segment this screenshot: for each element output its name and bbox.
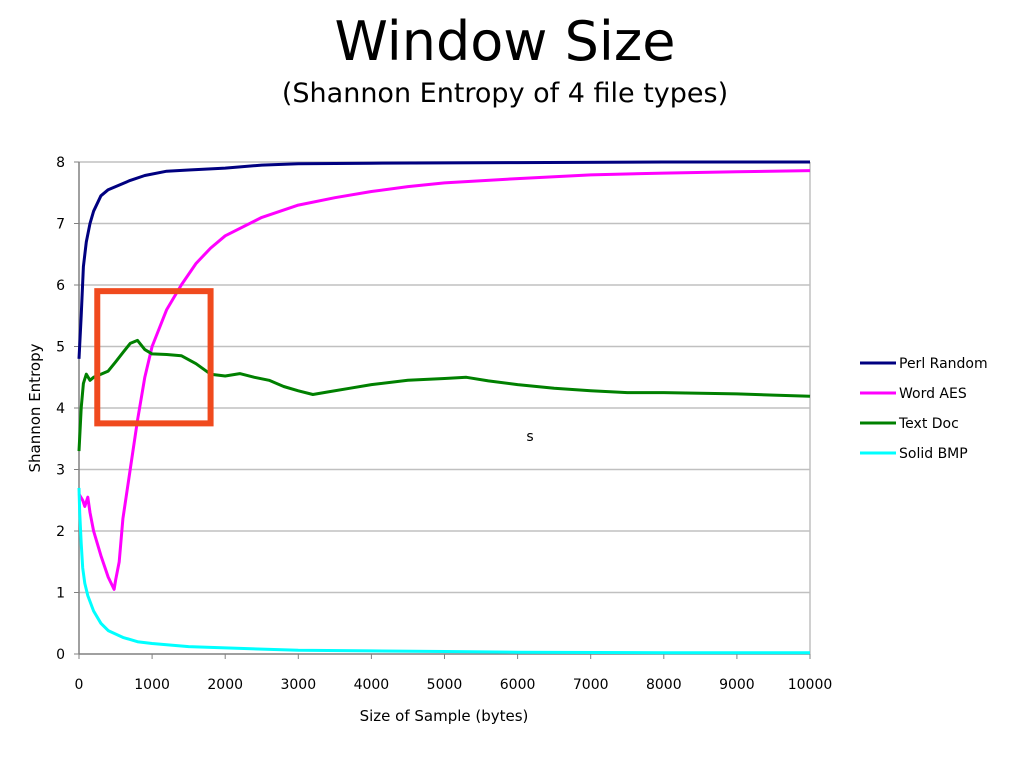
x-tick-label: 8000 — [646, 677, 682, 693]
y-tick-label: 0 — [56, 647, 65, 663]
series-line-solid-bmp — [77, 487, 810, 655]
x-tick-label: 10000 — [788, 677, 833, 693]
x-tick-label: 9000 — [719, 677, 755, 693]
series-line-perl-random — [77, 160, 810, 359]
x-tick-label: 7000 — [573, 677, 609, 693]
legend-label: Text Doc — [898, 416, 959, 432]
highlight-box — [94, 288, 214, 427]
y-tick-label: 7 — [56, 217, 65, 233]
y-tick-label: 2 — [56, 524, 65, 540]
x-tick-label: 1000 — [134, 677, 170, 693]
y-tick-label: 3 — [56, 463, 65, 479]
legend-label: Perl Random — [899, 356, 988, 372]
x-axis-title: Size of Sample (bytes) — [360, 707, 529, 725]
y-tick-label: 5 — [56, 340, 65, 356]
series-line-text-doc — [77, 338, 811, 452]
x-tick-label: 6000 — [500, 677, 536, 693]
y-tick-label: 4 — [56, 401, 65, 417]
slide-title: Window Size — [334, 10, 676, 73]
y-tick-label: 6 — [56, 278, 65, 294]
annotation-s: s — [526, 429, 533, 445]
tick-labels: 0 1 2 3 4 5 6 7 8 0 1000 2000 3000 4000 5000 6000 7000 80… — [56, 155, 832, 693]
series-lines — [77, 160, 811, 655]
highlight-layer — [94, 288, 214, 427]
x-tick-label: 3000 — [280, 677, 316, 693]
slide-subtitle: (Shannon Entropy of 4 file types) — [281, 78, 729, 109]
x-tick-label: 5000 — [427, 677, 463, 693]
y-tick-label: 1 — [56, 586, 65, 602]
legend: Perl Random Word AES Text Doc Solid BMP — [860, 356, 988, 462]
series-line-word-aes — [77, 169, 811, 591]
y-tick-label: 8 — [56, 155, 65, 171]
x-tick-label: 0 — [75, 677, 84, 693]
legend-label: Word AES — [899, 386, 967, 402]
x-tick-label: 2000 — [207, 677, 243, 693]
y-axis-title: Shannon Entropy — [26, 343, 44, 472]
legend-label: Solid BMP — [899, 446, 968, 462]
x-tick-label: 4000 — [354, 677, 390, 693]
